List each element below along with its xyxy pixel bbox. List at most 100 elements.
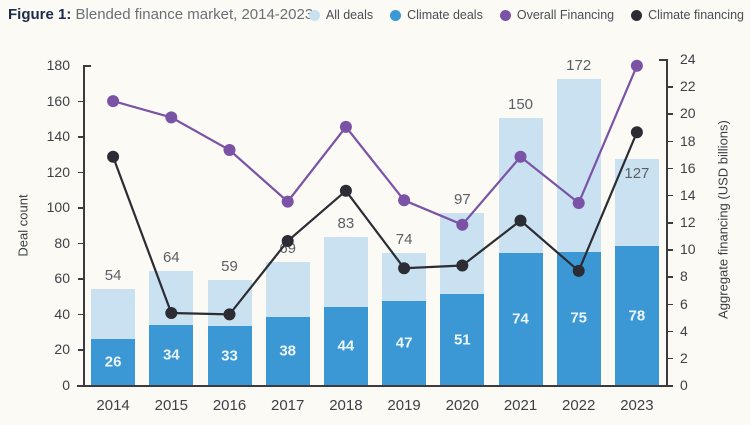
bar-climate-deals-2018 xyxy=(323,306,368,385)
point-overall-financing-2018 xyxy=(339,120,352,133)
left-axis-tick-label: 0 xyxy=(62,377,70,393)
right-axis-cap xyxy=(659,59,667,61)
left-axis-tick xyxy=(78,242,84,245)
all-deals-value-2017: 69 xyxy=(279,240,297,258)
left-axis-tick xyxy=(78,136,84,138)
left-axis-tick-label: 160 xyxy=(46,92,70,109)
right-axis-tick-label: 4 xyxy=(680,322,688,339)
figure-number: Figure 1: xyxy=(8,6,72,23)
climate-deals-value-2021: 74 xyxy=(512,310,529,328)
legend-label: Overall Financing xyxy=(516,8,615,22)
climate-deals-value-2019: 47 xyxy=(395,334,413,352)
right-axis-tick xyxy=(667,167,673,170)
right-axis-tick xyxy=(667,194,673,197)
left-axis-tick-label: 100 xyxy=(46,199,70,216)
all-deals-value-2023: 127 xyxy=(624,165,650,183)
point-overall-financing-2015 xyxy=(165,111,178,124)
legend-item-overall-financing: Overall Financing xyxy=(499,8,615,22)
point-overall-financing-2023 xyxy=(630,59,643,72)
bar-climate-deals-2016 xyxy=(207,326,252,385)
right-axis-tick-label: 0 xyxy=(680,377,688,393)
legend-label: Climate financing xyxy=(648,8,744,22)
right-axis-tick-label: 12 xyxy=(680,214,696,230)
climate-deals-value-2015: 34 xyxy=(162,346,180,364)
right-axis-tick-label: 16 xyxy=(680,159,696,176)
right-axis-tick xyxy=(667,140,673,143)
right-axis-tick xyxy=(667,357,673,360)
climate-deals-value-2017: 38 xyxy=(279,342,297,360)
all-deals-value-2014: 54 xyxy=(104,267,122,284)
x-axis-label-2017: 2017 xyxy=(271,397,305,414)
point-overall-financing-2017 xyxy=(281,195,294,208)
right-axis-tick-label: 10 xyxy=(680,241,696,258)
left-axis-line xyxy=(83,65,85,385)
right-axis-tick xyxy=(667,249,673,251)
left-axis-tick xyxy=(78,100,84,103)
point-climate-financing-2023 xyxy=(630,126,643,139)
right-axis-tick xyxy=(667,86,673,88)
point-climate-financing-2018 xyxy=(339,184,352,197)
left-axis-tick-label: 140 xyxy=(46,128,70,145)
right-axis-tick xyxy=(667,330,673,333)
point-overall-financing-2014 xyxy=(107,95,120,108)
x-axis-label-2014: 2014 xyxy=(96,397,130,414)
climate-deals-value-2014: 26 xyxy=(104,353,122,371)
right-axis-tick-label: 8 xyxy=(680,268,688,285)
left-axis-tick xyxy=(78,349,84,352)
climate-deals-dot-icon xyxy=(390,9,402,21)
climate-deals-value-2023: 78 xyxy=(628,307,646,325)
right-axis-tick xyxy=(667,113,673,115)
all-deals-value-2015: 64 xyxy=(162,249,180,267)
left-axis-tick-label: 180 xyxy=(46,57,70,73)
climate-financing-dot-icon xyxy=(631,9,643,21)
right-axis-tick-label: 24 xyxy=(680,51,696,67)
legend-item-all-deals: All deals xyxy=(308,8,374,22)
left-axis-tick-label: 40 xyxy=(54,305,70,322)
right-axis-tick xyxy=(667,303,673,306)
x-axis-label-2018: 2018 xyxy=(329,397,363,414)
climate-deals-value-2016: 33 xyxy=(221,347,238,365)
right-axis-tick-label: 2 xyxy=(680,349,688,366)
right-axis-tick-label: 6 xyxy=(680,295,688,312)
x-axis-label-2016: 2016 xyxy=(212,397,247,414)
x-axis-label-2020: 2020 xyxy=(445,397,479,414)
right-axis-line xyxy=(666,59,668,385)
x-axis-line xyxy=(77,385,673,387)
x-axis-label-2019: 2019 xyxy=(387,397,421,414)
legend-item-climate-deals: Climate deals xyxy=(390,8,483,22)
climate-deals-value-2022: 75 xyxy=(570,309,588,327)
figure-caption: Blended finance market, 2014-2023 xyxy=(71,6,314,23)
point-overall-financing-2016 xyxy=(223,144,236,156)
legend-label: Climate deals xyxy=(407,8,483,22)
left-axis-tick xyxy=(78,278,84,280)
x-axis-label-2021: 2021 xyxy=(503,397,538,414)
x-axis-label-2015: 2015 xyxy=(154,397,188,414)
x-axis-label-2022: 2022 xyxy=(562,397,596,414)
right-axis-tick xyxy=(667,276,673,278)
bar-climate-deals-2015 xyxy=(149,324,194,385)
all-deals-value-2022: 172 xyxy=(566,57,592,75)
overall-financing-dot-icon xyxy=(499,9,511,21)
chart-legend: All deals Climate deals Overall Financing C… xyxy=(308,8,744,22)
left-axis-cap xyxy=(83,65,91,67)
all-deals-dot-icon xyxy=(308,9,320,21)
right-axis-tick-label: 22 xyxy=(680,78,696,95)
point-climate-financing-2014 xyxy=(107,150,120,163)
all-deals-value-2016: 59 xyxy=(221,258,238,276)
left-axis-title: Deal count xyxy=(15,194,31,257)
legend-item-climate-financing: Climate financing xyxy=(631,8,744,22)
all-deals-value-2020: 97 xyxy=(453,190,471,208)
legend-label: All deals xyxy=(325,8,374,22)
all-deals-value-2018: 83 xyxy=(337,215,355,233)
left-axis-tick-label: 80 xyxy=(54,234,70,251)
right-axis-tick-label: 20 xyxy=(680,105,696,122)
figure-title: Figure 1: Blended finance market, 2014-2… xyxy=(8,6,313,23)
climate-deals-value-2018: 44 xyxy=(337,337,355,355)
point-overall-financing-2019 xyxy=(398,194,411,207)
left-axis-tick xyxy=(78,207,84,209)
all-deals-value-2019: 74 xyxy=(395,231,413,249)
bar-climate-deals-2017 xyxy=(265,317,310,385)
climate-deals-value-2020: 51 xyxy=(453,331,471,349)
right-axis-tick-label: 14 xyxy=(680,186,696,203)
